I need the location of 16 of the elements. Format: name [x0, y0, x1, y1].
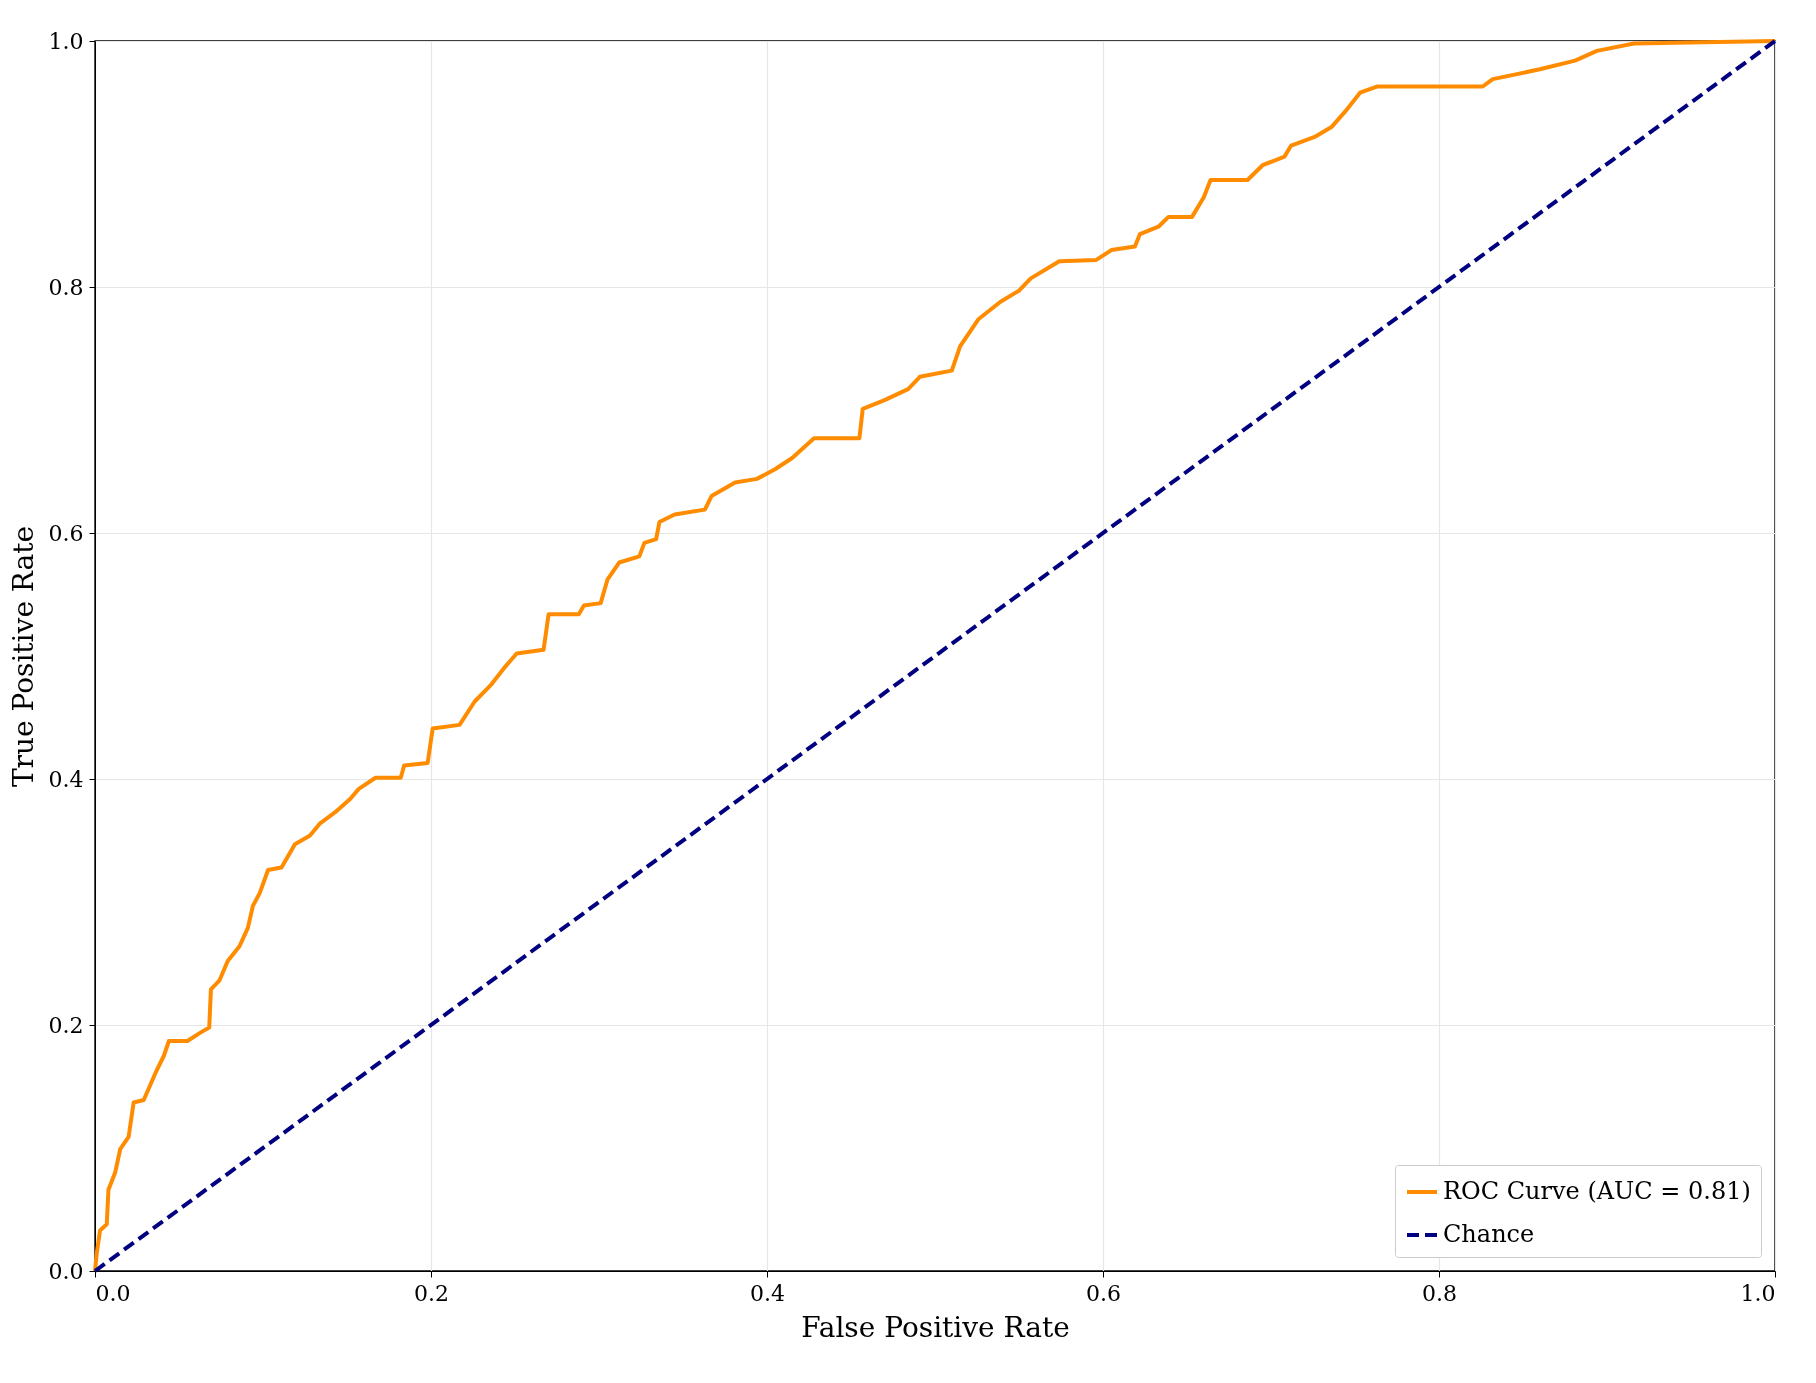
legend-label: ROC Curve (AUC = 0.81) — [1443, 1177, 1751, 1205]
x-tick-label: 1.0 — [1740, 1280, 1776, 1306]
y-axis-title: True Positive Rate — [6, 525, 40, 788]
y-tick-label: 0.6 — [48, 520, 84, 546]
x-tick-label: 0.8 — [1422, 1280, 1457, 1306]
x-tick-label: 0.6 — [1086, 1280, 1121, 1306]
y-tick-label: 0.0 — [48, 1258, 84, 1284]
x-tick-label: 0.0 — [95, 1280, 131, 1306]
y-tick-label: 1.0 — [48, 28, 84, 54]
y-tick-label: 0.4 — [48, 766, 84, 792]
legend-label: Chance — [1443, 1220, 1535, 1248]
x-tick-label: 0.2 — [414, 1280, 449, 1306]
y-tick-label: 0.8 — [48, 274, 84, 300]
y-tick-label: 0.2 — [48, 1012, 84, 1038]
x-tick-label: 0.4 — [750, 1280, 785, 1306]
x-axis-title: False Positive Rate — [801, 1310, 1070, 1344]
